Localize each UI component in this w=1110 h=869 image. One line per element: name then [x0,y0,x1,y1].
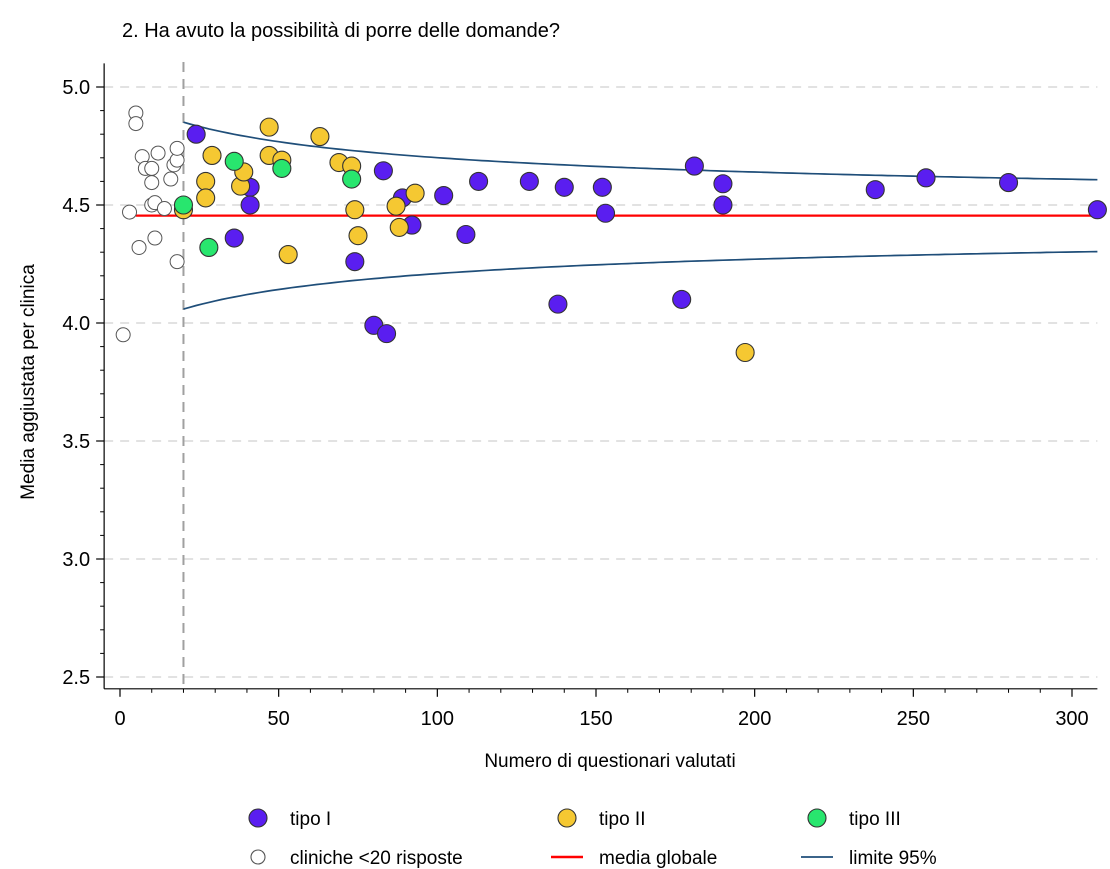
point-small [131,239,147,255]
point-small [122,204,138,220]
point-small [150,145,166,161]
legend-item-tipo-II: tipo II [557,808,645,830]
gridlines [104,86,1098,678]
legend-label: cliniche <20 risposte [290,848,463,869]
legend-marker [557,808,577,828]
point-tipo-I [373,161,393,181]
point-tipo-I [916,168,936,188]
point-tipo-I [595,203,616,223]
lower-limit-line [183,250,1098,310]
point-tipo-I [713,174,733,194]
x-tick-label: 0 [114,708,125,730]
point-tipo-III [173,195,194,215]
legend-item-small: cliniche <20 risposte [250,848,463,869]
x-tick-label: 250 [897,708,930,730]
point-tipo-II [259,117,279,137]
legend-item-tipo-III: tipo III [807,808,901,830]
point-small [156,201,172,217]
data-points [115,105,1107,363]
x-tick-label: 50 [268,708,290,730]
chart-title: 2. Ha avuto la possibilità di porre dell… [122,20,560,42]
point-tipo-II [386,196,406,216]
legend-item-mean-line: media globale [551,848,717,869]
legend-label: media globale [599,848,717,869]
point-small [144,160,160,176]
point-small [115,327,131,343]
point-tipo-I [240,195,260,215]
legend-item-tipo-I: tipo I [248,808,331,830]
legend-item-limit-line: limite 95% [801,848,937,869]
point-small [163,171,179,187]
axes [96,63,1098,697]
point-small [144,175,160,191]
point-tipo-I [998,173,1019,193]
point-tipo-I [865,180,885,200]
point-tipo-III [224,151,244,171]
y-tick-label: 3.5 [62,431,90,453]
point-tipo-I [186,124,206,144]
point-tipo-II [196,188,216,208]
point-tipo-II [345,200,365,220]
point-tipo-I [519,171,539,191]
point-tipo-III [272,158,292,178]
point-tipo-II [196,171,216,191]
point-tipo-II [405,183,425,203]
point-tipo-I [469,171,489,191]
legend-label: tipo I [290,809,331,830]
point-tipo-II [389,217,409,237]
point-small [147,230,163,246]
point-tipo-I [224,228,244,248]
point-tipo-I [592,177,612,197]
y-tick-label: 5.0 [62,77,90,99]
point-tipo-I [1087,200,1107,220]
y-tick-label: 3.0 [62,549,90,571]
point-tipo-I [672,289,692,309]
y-tick-label: 2.5 [62,667,90,689]
legend-label: tipo III [849,809,901,830]
x-tick-label: 200 [738,708,771,730]
legend-marker [250,849,266,865]
y-tick-label: 4.0 [62,313,90,335]
upper-limit-line [183,121,1098,181]
point-tipo-I [377,324,397,344]
point-tipo-III [342,169,362,189]
point-tipo-II [310,127,330,147]
point-tipo-I [456,224,476,245]
legend-label: tipo II [599,809,645,830]
point-small [128,116,144,132]
legend: tipo I tipo II tipo III cliniche <20 rispos… [248,808,937,869]
x-tick-label: 150 [579,708,612,730]
point-tipo-II [348,226,368,246]
x-tick-label: 100 [421,708,454,730]
point-tipo-II [278,245,298,265]
point-small [169,254,185,270]
point-tipo-I [548,294,568,314]
point-tipo-II [202,145,222,165]
point-tipo-I [554,177,574,197]
point-tipo-II [735,342,755,363]
point-tipo-I [434,186,454,206]
x-axis-label: Numero di questionari valutati [484,751,735,772]
legend-label: limite 95% [849,848,937,869]
point-tipo-I [684,156,704,176]
point-small [169,140,185,156]
y-tick-label: 4.5 [62,195,90,217]
y-axis-label: Media aggiustata per clinica [18,264,39,500]
tick-labels: 2.5 3.0 3.5 4.0 4.5 5.0 0 50 100 150 200 250 300 [62,77,1088,730]
legend-marker [248,808,268,828]
reference-lines [135,62,1098,689]
x-tick-label: 300 [1055,708,1088,730]
point-tipo-I [345,252,365,272]
point-tipo-I [713,195,733,215]
legend-marker [807,808,827,828]
point-tipo-III [199,237,219,258]
